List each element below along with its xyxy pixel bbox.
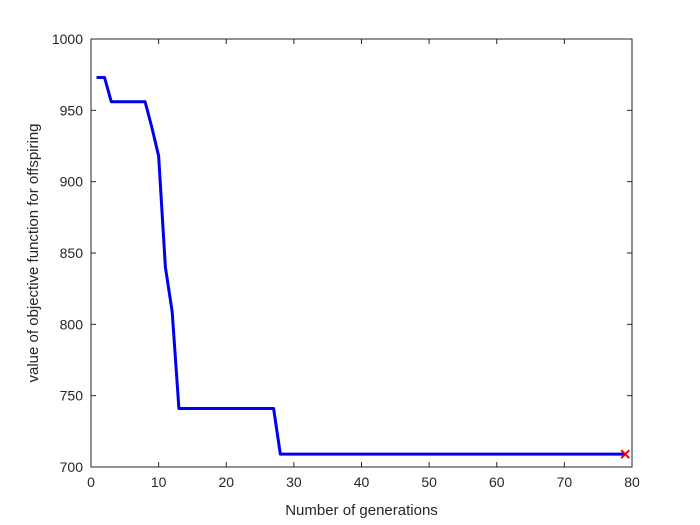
axes-box [90,38,633,468]
y-tick-label: 850 [60,245,84,261]
x-tick-label: 30 [286,474,302,490]
x-tick-label: 40 [354,474,370,490]
x-tick-label: 60 [489,474,505,490]
x-tick-label: 0 [87,474,95,490]
x-tick-label: 20 [218,474,234,490]
y-tick-label: 950 [60,102,84,118]
x-tick-label: 70 [557,474,573,490]
series-layer [96,76,630,459]
y-tick-label: 1000 [52,31,83,47]
x-tick-label: 80 [624,474,640,490]
y-tick-label: 800 [60,316,84,332]
y-tick-label: 700 [60,459,84,475]
series-line [96,76,627,456]
x-tick-label: 50 [421,474,437,490]
ticks-layer: 0 10 20 30 40 50 60 70 80 700 750 800 850 900 950 1000 [52,31,640,490]
y-tick-label: 750 [60,388,84,404]
y-axis-label: value of objective function for offspiri… [25,123,42,382]
x-tick-label: 10 [151,474,167,490]
plot-area [91,39,632,467]
end-marker [620,449,630,459]
x-axis-label: Number of generations [285,502,438,519]
y-tick-label: 900 [60,174,84,190]
